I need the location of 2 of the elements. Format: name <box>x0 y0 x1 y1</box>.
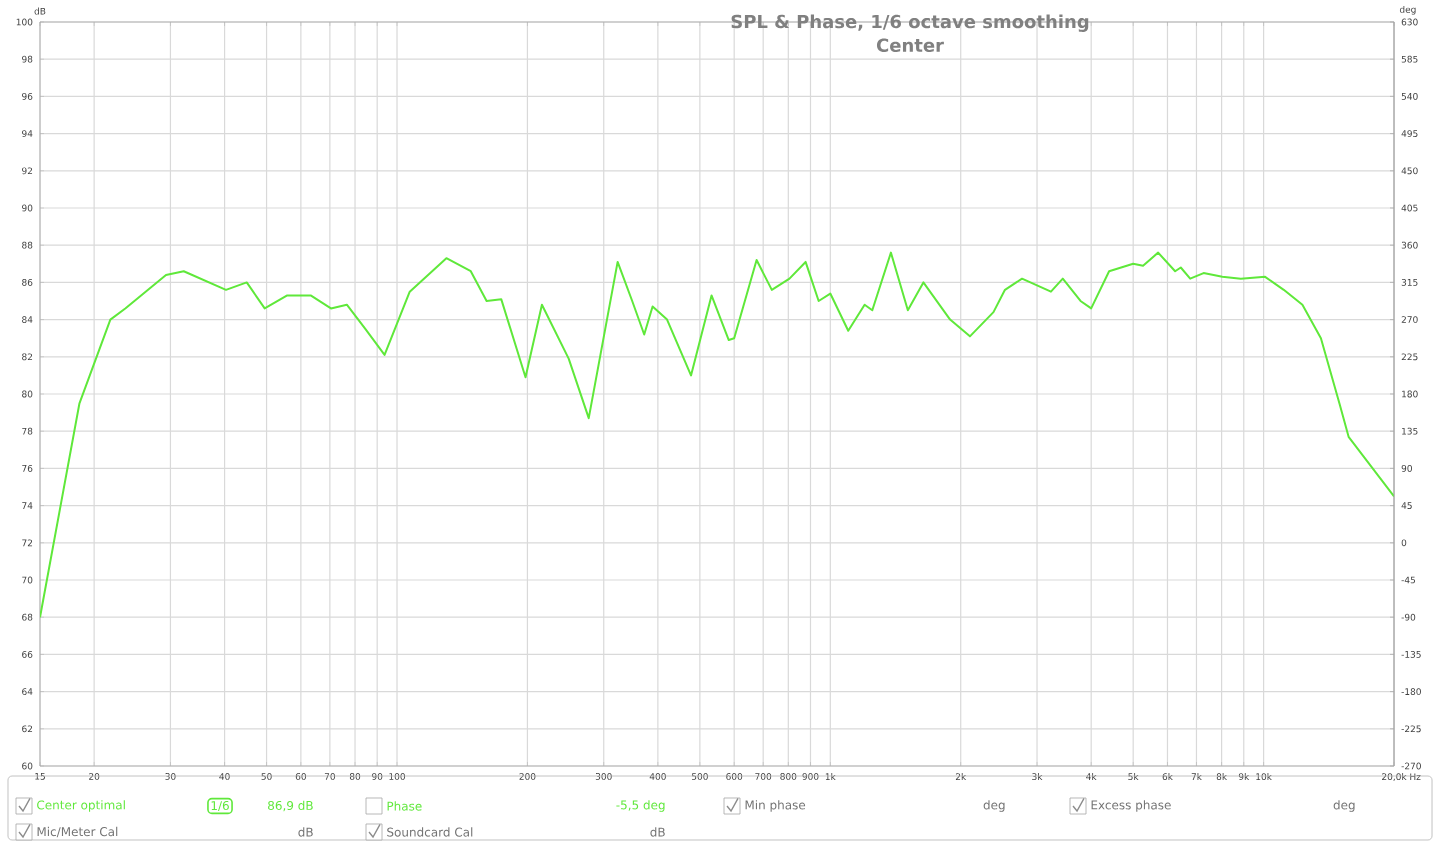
chart-title: SPL & Phase, 1/6 octave smoothing <box>731 14 1089 32</box>
text: Center <box>876 38 944 52</box>
